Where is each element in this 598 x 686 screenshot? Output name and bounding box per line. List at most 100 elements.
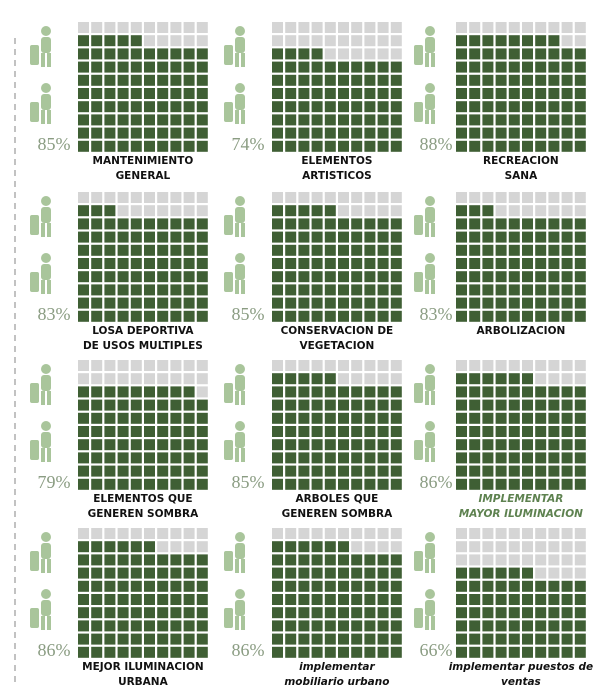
waffle-cell-empty bbox=[196, 541, 208, 553]
waffle-cell-filled bbox=[285, 74, 297, 86]
waffle-cell-filled bbox=[285, 101, 297, 113]
waffle-cell-filled bbox=[535, 258, 547, 269]
waffle-cell-filled bbox=[377, 114, 389, 126]
waffle-cell-filled bbox=[91, 607, 103, 619]
waffle-cell-filled bbox=[338, 607, 349, 619]
waffle-cell-filled bbox=[495, 478, 507, 490]
waffle-cell-empty bbox=[157, 528, 169, 539]
waffle-cell-filled bbox=[78, 541, 89, 553]
waffle-cell-empty bbox=[574, 205, 586, 217]
waffle-cell-filled bbox=[144, 554, 155, 566]
waffle-cell-filled bbox=[351, 465, 363, 477]
icon bbox=[235, 26, 245, 36]
waffle-cell-filled bbox=[338, 244, 349, 256]
waffle-cell-filled bbox=[495, 310, 507, 322]
icon bbox=[30, 272, 39, 292]
waffle-cell-filled bbox=[285, 61, 297, 73]
waffle-cell-filled bbox=[364, 88, 376, 99]
waffle-cell-filled bbox=[390, 74, 402, 86]
waffle-cell-empty bbox=[351, 373, 363, 385]
waffle-cell-empty bbox=[469, 22, 481, 33]
waffle-cell-filled bbox=[469, 399, 481, 411]
waffle-cell-filled bbox=[311, 127, 323, 139]
waffle-cell-empty bbox=[157, 35, 169, 47]
waffle-cell-filled bbox=[196, 231, 208, 243]
waffle-cell-filled bbox=[390, 140, 402, 152]
waffle-cell-filled bbox=[364, 271, 376, 283]
waffle-cell-filled bbox=[272, 620, 283, 632]
waffle-cell-filled bbox=[456, 439, 467, 451]
waffle-cell-filled bbox=[338, 74, 349, 86]
waffle-cell-filled bbox=[298, 439, 310, 451]
waffle-cell-filled bbox=[495, 35, 507, 47]
icon bbox=[235, 589, 245, 599]
waffle-cell-filled bbox=[117, 541, 129, 553]
icon bbox=[235, 421, 245, 431]
icon bbox=[235, 391, 239, 405]
waffle-cell-filled bbox=[469, 646, 481, 658]
waffle-cell-filled bbox=[548, 399, 560, 411]
waffle-cell-filled bbox=[104, 35, 116, 47]
waffle-cell-filled bbox=[91, 580, 103, 592]
waffle-cell-filled bbox=[298, 271, 310, 283]
icon bbox=[425, 432, 435, 448]
waffle-cell-filled bbox=[390, 114, 402, 126]
waffle-cell-filled bbox=[196, 439, 208, 451]
waffle-cell-filled bbox=[456, 426, 467, 437]
waffle-cell-filled bbox=[522, 297, 533, 309]
waffle-cell-filled bbox=[130, 439, 142, 451]
waffle-cell-filled bbox=[183, 271, 195, 283]
waffle-cell-filled bbox=[170, 48, 182, 60]
waffle-cell-filled bbox=[183, 426, 195, 437]
waffle-cell-filled bbox=[338, 271, 349, 283]
waffle-cell-filled bbox=[548, 271, 560, 283]
icon bbox=[235, 616, 239, 630]
waffle-cell-filled bbox=[144, 633, 155, 645]
waffle-cell-filled bbox=[104, 594, 116, 605]
waffle-cell-filled bbox=[78, 478, 89, 490]
waffle-cell-empty bbox=[522, 192, 533, 203]
panel-title: GENERAL bbox=[116, 170, 171, 182]
waffle-cell-filled bbox=[285, 452, 297, 464]
waffle-cell-filled bbox=[535, 439, 547, 451]
icon bbox=[425, 543, 435, 559]
waffle-cell-filled bbox=[157, 127, 169, 139]
waffle-cell-filled bbox=[390, 310, 402, 322]
waffle-cell-empty bbox=[469, 541, 481, 553]
waffle-cell-filled bbox=[364, 101, 376, 113]
waffle-cell-filled bbox=[377, 258, 389, 269]
percentage: 85% bbox=[38, 134, 71, 154]
waffle-cell-filled bbox=[130, 271, 142, 283]
waffle-cell-filled bbox=[311, 399, 323, 411]
waffle-cell-filled bbox=[535, 478, 547, 490]
waffle-cell-filled bbox=[351, 88, 363, 99]
icon bbox=[41, 532, 51, 542]
waffle-cell-filled bbox=[535, 244, 547, 256]
icon bbox=[414, 215, 423, 235]
waffle-cell-filled bbox=[298, 205, 310, 217]
waffle-cell-empty bbox=[196, 386, 208, 398]
waffle-cell-filled bbox=[183, 114, 195, 126]
waffle-cell-filled bbox=[522, 465, 533, 477]
waffle-cell-filled bbox=[130, 231, 142, 243]
waffle-cell-filled bbox=[390, 88, 402, 99]
waffle-cell-filled bbox=[78, 633, 89, 645]
waffle-cell-filled bbox=[338, 310, 349, 322]
waffle-cell-filled bbox=[272, 205, 283, 217]
waffle-cell-filled bbox=[495, 101, 507, 113]
waffle-cell-filled bbox=[91, 271, 103, 283]
waffle-cell-empty bbox=[91, 528, 103, 539]
waffle-cell-filled bbox=[183, 567, 195, 579]
waffle-cell-filled bbox=[377, 127, 389, 139]
waffle-cell-filled bbox=[548, 61, 560, 73]
panel-title: GENEREN SOMBRA bbox=[88, 508, 199, 520]
waffle-cell-empty bbox=[196, 192, 208, 203]
waffle-cell-filled bbox=[311, 439, 323, 451]
waffle-cell-filled bbox=[196, 114, 208, 126]
waffle-cell-filled bbox=[91, 101, 103, 113]
icon bbox=[47, 448, 51, 462]
waffle-cell-filled bbox=[104, 258, 116, 269]
waffle-cell-filled bbox=[377, 101, 389, 113]
waffle-cell-filled bbox=[285, 88, 297, 99]
icon bbox=[235, 253, 245, 263]
